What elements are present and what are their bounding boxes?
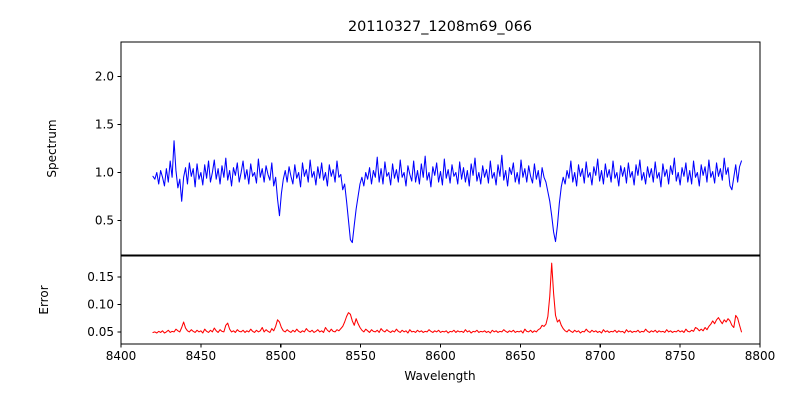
x-tick-label: 8500 <box>265 349 296 363</box>
y-tick-label: 1.5 <box>95 118 114 132</box>
y-tick-label: 2.0 <box>95 70 114 84</box>
y-tick-label: 0.5 <box>95 214 114 228</box>
y-tick-label: 0.05 <box>87 325 114 339</box>
x-tick-label: 8400 <box>106 349 137 363</box>
figure-title: 20110327_1208m69_066 <box>348 19 532 35</box>
spectrum-panel: 0.5 1.0 1.5 2.0 Spectrum <box>45 41 761 259</box>
x-tick-label: 8750 <box>665 349 696 363</box>
x-tick-label: 8700 <box>585 349 616 363</box>
error-y-ticks: 0.05 0.10 0.15 <box>87 270 121 339</box>
x-tick-label: 8650 <box>505 349 536 363</box>
error-data-line <box>152 262 742 334</box>
spectrum-axes-frame <box>120 41 761 256</box>
error-x-ticks: 8400 8450 8500 8550 8600 8650 8700 8750 8800 <box>106 344 776 363</box>
x-tick-label: 8450 <box>186 349 217 363</box>
y-tick-label: 0.15 <box>87 270 114 284</box>
x-tick-label: 8550 <box>345 349 376 363</box>
spectrum-plot-area <box>121 42 760 255</box>
error-panel: 0.05 0.10 0.15 8400 8450 8500 8550 8600 8650 870… <box>37 255 776 363</box>
x-tick-label: 8800 <box>745 349 776 363</box>
x-tick-label: 8600 <box>425 349 456 363</box>
y-tick-label: 0.10 <box>87 298 114 312</box>
y-tick-label: 1.0 <box>95 166 114 180</box>
spectrum-y-ticks: 0.5 1.0 1.5 2.0 <box>95 70 121 228</box>
error-axes-frame <box>120 255 761 345</box>
spectrum-data-line <box>152 140 742 244</box>
spectrum-y-axis-label: Spectrum <box>45 119 59 177</box>
x-axis-label: Wavelength <box>404 369 475 383</box>
error-y-axis-label: Error <box>37 285 51 314</box>
error-plot-area <box>121 256 760 344</box>
